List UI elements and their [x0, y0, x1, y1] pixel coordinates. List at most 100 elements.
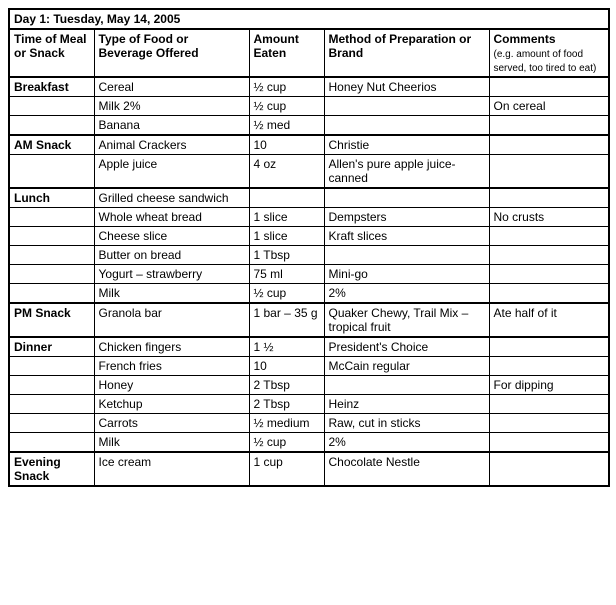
food-cell: Ketchup: [94, 395, 249, 414]
table-row: AM SnackAnimal Crackers10Christie: [9, 135, 609, 155]
method-cell: Mini-go: [324, 265, 489, 284]
amount-cell: ½ cup: [249, 77, 324, 97]
time-cell: [9, 395, 94, 414]
table-row: Cheese slice1 sliceKraft slices: [9, 227, 609, 246]
comments-cell: [489, 246, 609, 265]
table-row: Banana½ med: [9, 116, 609, 136]
table-row: LunchGrilled cheese sandwich: [9, 188, 609, 208]
time-cell: [9, 376, 94, 395]
amount-cell: ½ cup: [249, 284, 324, 304]
time-cell: [9, 155, 94, 189]
method-cell: McCain regular: [324, 357, 489, 376]
comments-cell: [489, 77, 609, 97]
amount-cell: 1 cup: [249, 452, 324, 486]
food-cell: Chicken fingers: [94, 337, 249, 357]
time-cell: Breakfast: [9, 77, 94, 97]
table-row: BreakfastCereal½ cupHoney Nut Cheerios: [9, 77, 609, 97]
comments-cell: Ate half of it: [489, 303, 609, 337]
method-cell: 2%: [324, 284, 489, 304]
comments-cell: [489, 188, 609, 208]
table-row: Carrots½ mediumRaw, cut in sticks: [9, 414, 609, 433]
food-cell: Milk: [94, 284, 249, 304]
method-cell: Christie: [324, 135, 489, 155]
header-row: Time of Meal or Snack Type of Food or Be…: [9, 29, 609, 77]
table-row: Milk 2%½ cupOn cereal: [9, 97, 609, 116]
food-cell: Grilled cheese sandwich: [94, 188, 249, 208]
table-row: Yogurt – strawberry 75 mlMini-go: [9, 265, 609, 284]
method-cell: [324, 97, 489, 116]
header-comments-label: Comments: [494, 32, 556, 46]
comments-cell: [489, 395, 609, 414]
comments-cell: [489, 337, 609, 357]
method-cell: Dempsters: [324, 208, 489, 227]
comments-cell: [489, 135, 609, 155]
table-row: Evening SnackIce cream1 cupChocolate Nes…: [9, 452, 609, 486]
time-cell: [9, 246, 94, 265]
food-cell: Milk 2%: [94, 97, 249, 116]
method-cell: [324, 246, 489, 265]
comments-cell: [489, 452, 609, 486]
comments-cell: [489, 265, 609, 284]
table-row: Whole wheat bread1 sliceDempstersNo crus…: [9, 208, 609, 227]
time-cell: [9, 414, 94, 433]
comments-cell: [489, 116, 609, 136]
food-cell: Cheese slice: [94, 227, 249, 246]
comments-cell: [489, 357, 609, 376]
table-row: Honey2 TbspFor dipping: [9, 376, 609, 395]
comments-cell: [489, 414, 609, 433]
time-cell: [9, 208, 94, 227]
amount-cell: 1 ½: [249, 337, 324, 357]
header-comments: Comments (e.g. amount of food served, to…: [489, 29, 609, 77]
header-amount: Amount Eaten: [249, 29, 324, 77]
time-cell: [9, 227, 94, 246]
amount-cell: 10: [249, 135, 324, 155]
method-cell: [324, 116, 489, 136]
comments-cell: [489, 227, 609, 246]
title-row: Day 1: Tuesday, May 14, 2005: [9, 9, 609, 29]
time-cell: [9, 284, 94, 304]
food-cell: Butter on bread: [94, 246, 249, 265]
food-cell: Honey: [94, 376, 249, 395]
amount-cell: 1 bar – 35 g: [249, 303, 324, 337]
comments-cell: [489, 433, 609, 453]
method-cell: Honey Nut Cheerios: [324, 77, 489, 97]
table-row: Butter on bread1 Tbsp: [9, 246, 609, 265]
food-cell: Yogurt – strawberry: [94, 265, 249, 284]
amount-cell: ½ cup: [249, 97, 324, 116]
method-cell: Heinz: [324, 395, 489, 414]
food-cell: Carrots: [94, 414, 249, 433]
amount-cell: ½ medium: [249, 414, 324, 433]
food-diary-table: Day 1: Tuesday, May 14, 2005 Time of Mea…: [8, 8, 610, 487]
amount-cell: 1 slice: [249, 208, 324, 227]
time-cell: [9, 433, 94, 453]
table-row: DinnerChicken fingers1 ½President's Choi…: [9, 337, 609, 357]
amount-cell: [249, 188, 324, 208]
table-row: Milk½ cup2%: [9, 433, 609, 453]
food-cell: Banana: [94, 116, 249, 136]
time-cell: PM Snack: [9, 303, 94, 337]
amount-cell: 4 oz: [249, 155, 324, 189]
time-cell: Evening Snack: [9, 452, 94, 486]
table-row: PM SnackGranola bar1 bar – 35 gQuaker Ch…: [9, 303, 609, 337]
food-cell: Apple juice: [94, 155, 249, 189]
comments-cell: [489, 155, 609, 189]
header-food: Type of Food or Beverage Offered: [94, 29, 249, 77]
time-cell: AM Snack: [9, 135, 94, 155]
amount-cell: 10: [249, 357, 324, 376]
amount-cell: 2 Tbsp: [249, 376, 324, 395]
time-cell: Dinner: [9, 337, 94, 357]
time-cell: [9, 265, 94, 284]
table-row: Ketchup2 TbspHeinz: [9, 395, 609, 414]
method-cell: Kraft slices: [324, 227, 489, 246]
header-time: Time of Meal or Snack: [9, 29, 94, 77]
method-cell: Quaker Chewy, Trail Mix – tropical fruit: [324, 303, 489, 337]
method-cell: [324, 376, 489, 395]
amount-cell: 2 Tbsp: [249, 395, 324, 414]
time-cell: Lunch: [9, 188, 94, 208]
table-row: French fries10McCain regular: [9, 357, 609, 376]
title-cell: Day 1: Tuesday, May 14, 2005: [9, 9, 609, 29]
method-cell: Allen's pure apple juice-canned: [324, 155, 489, 189]
amount-cell: ½ cup: [249, 433, 324, 453]
method-cell: [324, 188, 489, 208]
food-cell: Ice cream: [94, 452, 249, 486]
